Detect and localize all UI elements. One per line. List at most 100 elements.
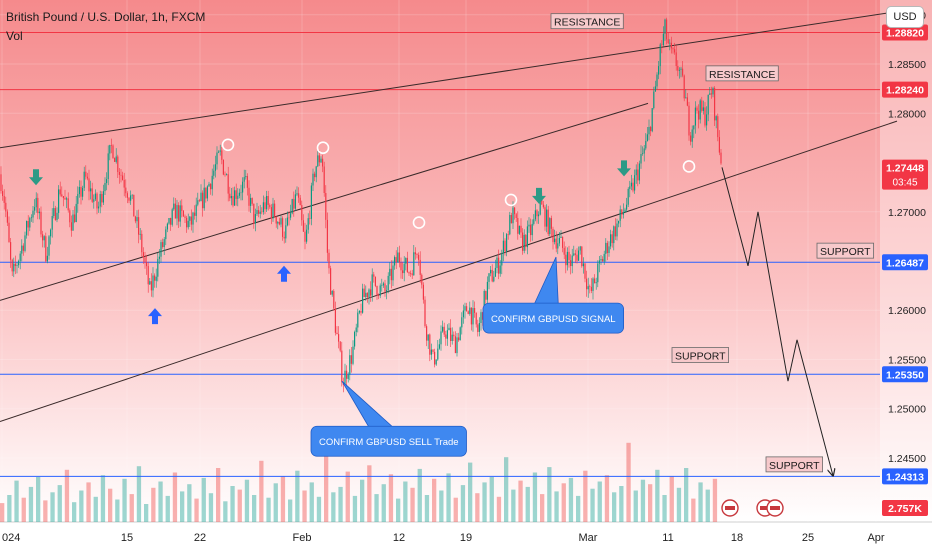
candle-body	[243, 177, 245, 182]
candle-body	[621, 209, 623, 215]
candle-body	[608, 246, 610, 253]
volume-bar	[504, 457, 509, 522]
candle-body	[107, 153, 109, 179]
candle-body	[0, 174, 2, 191]
candle-body	[718, 137, 720, 153]
candle-body	[19, 253, 21, 261]
volume-bar	[612, 492, 617, 522]
candle-body	[366, 292, 368, 298]
resistance-label: RESISTANCE	[709, 69, 775, 81]
candle-body	[446, 330, 448, 339]
candle-body	[259, 211, 261, 214]
candle-body	[197, 200, 199, 205]
candle-body	[211, 175, 213, 190]
volume-bar	[280, 476, 286, 522]
candle-body	[470, 307, 472, 325]
candle-body	[501, 253, 503, 266]
candle-body	[299, 197, 301, 206]
down-arrow-marker	[617, 160, 631, 177]
candle-body	[112, 145, 114, 159]
candle-body	[253, 203, 255, 224]
volume-bar	[554, 491, 559, 522]
candle-body	[134, 216, 136, 222]
volume-bar	[216, 468, 221, 522]
resistance-price-badge	[882, 81, 928, 98]
candle-body	[109, 145, 111, 154]
candle-body	[664, 19, 666, 34]
candle-body	[637, 169, 639, 181]
candle-body	[70, 222, 72, 231]
candle-body	[341, 350, 343, 383]
candle-body	[426, 326, 428, 341]
candle-body	[250, 197, 252, 206]
x-tick-label: 19	[460, 532, 472, 544]
x-tick-label: 15	[121, 532, 133, 544]
volume-bar	[475, 493, 480, 522]
up-arrow-marker	[148, 308, 162, 325]
volume-bar	[108, 488, 113, 522]
candle-body	[411, 273, 413, 276]
candle-body	[437, 348, 439, 360]
candle-body	[618, 220, 620, 224]
swing-point-circle	[221, 138, 235, 152]
candle-body	[58, 189, 60, 213]
candle-body	[98, 206, 100, 209]
candle-body	[701, 100, 703, 111]
candle-body	[512, 207, 514, 224]
candle-body	[350, 355, 352, 364]
candle-body	[192, 212, 194, 225]
volume-bar	[100, 475, 106, 522]
candle-body	[635, 169, 637, 176]
candle-body	[123, 180, 125, 188]
volume-bar	[583, 470, 588, 522]
volume-bar	[604, 475, 610, 522]
volume-bar	[453, 497, 458, 522]
candle-body	[88, 178, 90, 192]
candle-body	[387, 275, 389, 290]
candle-body	[347, 374, 349, 379]
candle-body	[38, 211, 40, 214]
candle-body	[50, 229, 52, 237]
candle-body	[522, 232, 524, 251]
candle-body	[381, 285, 383, 286]
candle-body	[6, 211, 8, 223]
volume-bar	[122, 478, 127, 522]
candle-body	[565, 254, 567, 266]
candle-body	[538, 214, 540, 217]
candle-body	[99, 194, 101, 207]
candle-body	[304, 231, 306, 242]
candle-body	[706, 114, 708, 126]
candle-body	[658, 66, 660, 75]
candle-body	[499, 265, 501, 274]
candle-body	[86, 176, 88, 179]
volume-bar	[705, 489, 710, 522]
candle-body	[390, 268, 392, 281]
volume-bar	[460, 485, 466, 522]
candle-body	[464, 306, 466, 311]
candle-body	[566, 251, 568, 266]
support-label: SUPPORT	[769, 460, 820, 472]
candle-body	[238, 192, 240, 196]
candle-body	[451, 334, 453, 341]
candle-body	[374, 276, 376, 286]
candle-body	[554, 238, 556, 243]
candle-body	[42, 234, 44, 241]
swing-point-circle	[316, 141, 330, 155]
candle-body	[398, 252, 400, 263]
candle-body	[203, 187, 205, 209]
candle-body	[360, 311, 362, 313]
candle-body	[77, 194, 79, 204]
candle-body	[162, 242, 164, 247]
candle-body	[206, 186, 208, 199]
candle-body	[552, 228, 554, 243]
candle-body	[283, 236, 285, 239]
volume-bar	[540, 494, 545, 522]
candle-body	[488, 273, 490, 282]
candle-body	[94, 193, 96, 200]
candle-body	[21, 245, 23, 254]
currency-button[interactable]: USD	[886, 6, 924, 28]
candle-body	[118, 172, 120, 175]
volume-bar	[7, 495, 12, 522]
candle-body	[150, 281, 152, 291]
candle-body	[597, 263, 599, 283]
